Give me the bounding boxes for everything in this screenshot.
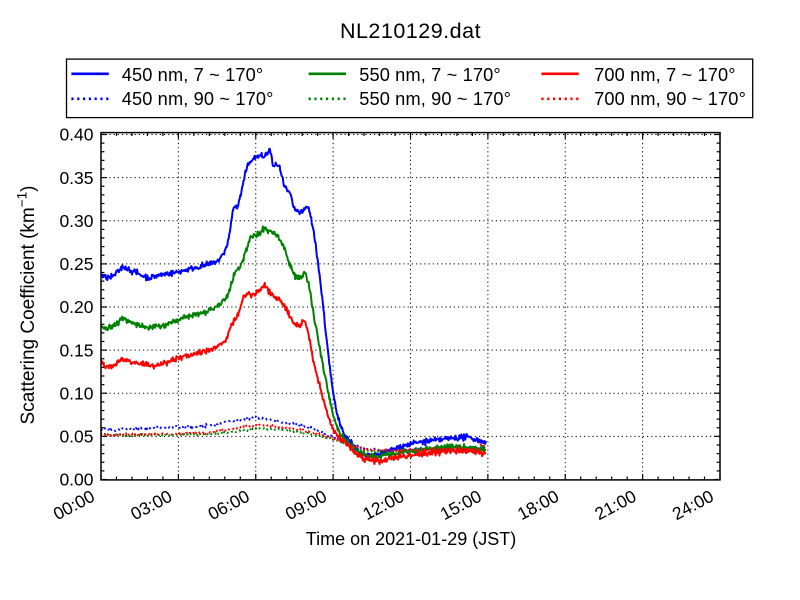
svg-text:450 nm, 7 ~ 170°: 450 nm, 7 ~ 170° — [122, 65, 264, 85]
svg-text:700 nm, 90 ~ 170°: 700 nm, 90 ~ 170° — [594, 89, 746, 109]
svg-text:0.30: 0.30 — [59, 211, 93, 231]
svg-text:Scattering Coefficient (km−1): Scattering Coefficient (km−1) — [15, 186, 40, 425]
svg-text:0.25: 0.25 — [59, 254, 93, 274]
svg-text:0.20: 0.20 — [59, 297, 93, 317]
svg-text:0.40: 0.40 — [59, 125, 93, 145]
svg-text:Time on 2021-01-29 (JST): Time on 2021-01-29 (JST) — [306, 529, 516, 549]
svg-text:450 nm, 90 ~ 170°: 450 nm, 90 ~ 170° — [122, 89, 274, 109]
svg-text:0.15: 0.15 — [59, 340, 93, 360]
svg-text:0.00: 0.00 — [59, 470, 93, 490]
svg-text:NL210129.dat: NL210129.dat — [340, 19, 481, 43]
svg-text:0.35: 0.35 — [59, 168, 93, 188]
svg-text:700 nm, 7 ~ 170°: 700 nm, 7 ~ 170° — [594, 65, 736, 85]
svg-text:550 nm, 90 ~ 170°: 550 nm, 90 ~ 170° — [359, 89, 511, 109]
svg-text:0.05: 0.05 — [59, 427, 93, 447]
svg-text:550 nm, 7 ~ 170°: 550 nm, 7 ~ 170° — [359, 65, 501, 85]
svg-text:0.10: 0.10 — [59, 383, 93, 403]
